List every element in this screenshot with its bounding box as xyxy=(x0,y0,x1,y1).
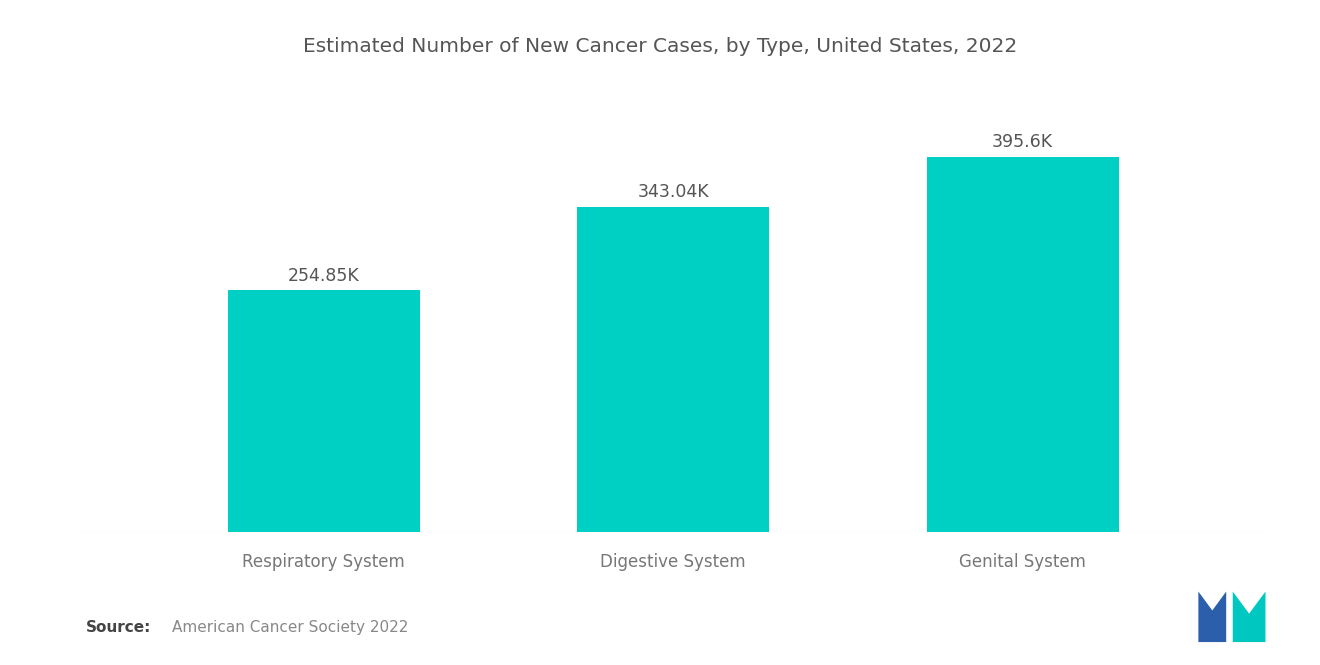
Text: Source:: Source: xyxy=(86,620,152,635)
Bar xyxy=(927,157,1119,532)
Polygon shape xyxy=(1199,592,1226,642)
Bar xyxy=(577,207,770,532)
Text: 254.85K: 254.85K xyxy=(288,267,359,285)
Text: 343.04K: 343.04K xyxy=(638,183,709,201)
Text: American Cancer Society 2022: American Cancer Society 2022 xyxy=(172,620,408,635)
Polygon shape xyxy=(1233,592,1266,642)
Bar xyxy=(227,291,420,532)
Text: Estimated Number of New Cancer Cases, by Type, United States, 2022: Estimated Number of New Cancer Cases, by… xyxy=(302,37,1018,56)
Text: 395.6K: 395.6K xyxy=(993,133,1053,152)
